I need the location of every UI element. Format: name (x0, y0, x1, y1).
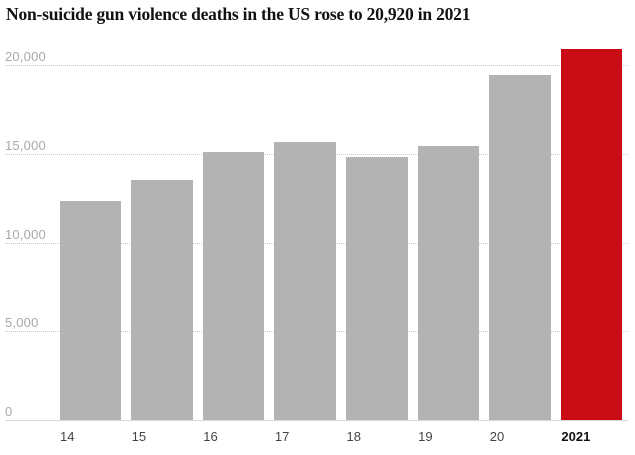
y-tick-label-20000: 20,000 (5, 49, 46, 64)
chart-title: Non-suicide gun violence deaths in the U… (6, 4, 471, 24)
x-tick-label-20: 20 (489, 429, 505, 444)
gridline-20000 (5, 65, 628, 66)
bar-20 (489, 75, 551, 420)
x-axis-line (5, 420, 628, 421)
x-tick-label-19: 19 (418, 429, 433, 444)
y-tick-label-10000: 10,000 (5, 226, 46, 242)
bar-19 (417, 145, 480, 420)
x-tick-label-18: 18 (346, 429, 361, 444)
bar-15 (131, 179, 193, 420)
y-tick-label-0: 0 (5, 404, 13, 419)
x-tick-label-17: 17 (274, 429, 290, 444)
x-tick-label-2021: 2021 (561, 429, 591, 444)
x-tick-label-15: 15 (131, 429, 147, 444)
y-tick-label-5000: 5,000 (5, 315, 39, 331)
bar-18 (346, 157, 408, 420)
x-tick-label-16: 16 (203, 429, 218, 444)
bar-14 (59, 200, 121, 420)
bar-16 (202, 151, 265, 420)
bar-2021 (560, 48, 623, 420)
y-tick-label-15000: 15,000 (5, 137, 46, 153)
bar-17 (274, 141, 336, 420)
x-tick-label-14: 14 (60, 429, 75, 444)
